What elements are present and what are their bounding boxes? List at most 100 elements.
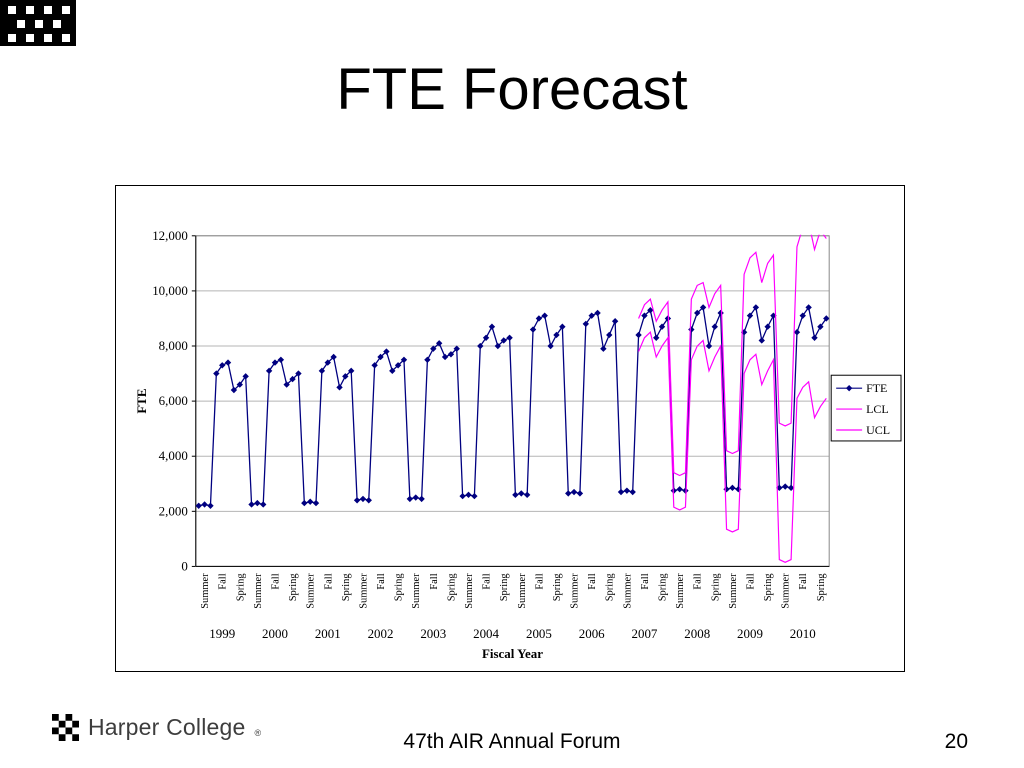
fte-marker bbox=[324, 359, 331, 366]
term-label: Summer bbox=[411, 573, 422, 609]
fte-marker bbox=[576, 490, 584, 497]
harper-logo: Harper College ® bbox=[52, 714, 261, 741]
y-axis-title: FTE bbox=[134, 389, 149, 414]
year-label: 2008 bbox=[684, 626, 710, 641]
series-ucl-line bbox=[638, 234, 827, 477]
legend-label-fte: FTE bbox=[866, 381, 887, 395]
term-label: Fall bbox=[587, 573, 598, 589]
legend-label-ucl: UCL bbox=[866, 423, 890, 437]
fte-marker bbox=[805, 304, 812, 311]
fte-marker bbox=[752, 304, 760, 311]
y-tick-label: 2,000 bbox=[159, 503, 188, 518]
fte-marker bbox=[400, 356, 408, 363]
term-label: Fall bbox=[693, 573, 704, 589]
harper-logo-text: Harper College bbox=[88, 714, 246, 740]
year-label: 2002 bbox=[368, 626, 394, 641]
term-label: Fall bbox=[270, 573, 281, 589]
year-label: 2009 bbox=[737, 626, 763, 641]
fte-marker bbox=[195, 502, 202, 509]
fte-marker bbox=[383, 348, 390, 355]
term-label: Spring bbox=[235, 573, 246, 602]
fte-marker bbox=[823, 315, 830, 322]
fte-marker bbox=[817, 323, 824, 330]
y-tick-label: 4,000 bbox=[159, 448, 188, 463]
page-title: FTE Forecast bbox=[336, 57, 688, 122]
term-label: Fall bbox=[745, 573, 756, 589]
fte-marker bbox=[629, 488, 636, 496]
fte-marker bbox=[260, 501, 267, 508]
fte-marker bbox=[394, 362, 402, 369]
fte-marker bbox=[746, 312, 754, 319]
term-label: Spring bbox=[394, 573, 405, 602]
series-fte-line bbox=[198, 305, 827, 507]
fte-marker bbox=[459, 493, 466, 500]
fte-marker bbox=[277, 356, 285, 363]
term-label: Fall bbox=[218, 573, 229, 589]
term-label: Summer bbox=[200, 573, 211, 609]
term-label: Fall bbox=[429, 573, 440, 589]
fte-marker bbox=[248, 501, 255, 508]
fte-marker bbox=[694, 309, 701, 317]
fte-marker bbox=[301, 499, 308, 507]
fte-marker bbox=[512, 491, 519, 499]
fte-marker bbox=[219, 362, 226, 369]
fte-marker bbox=[236, 381, 243, 388]
fte-marker bbox=[611, 318, 619, 325]
fte-marker bbox=[453, 345, 460, 352]
year-label: 2005 bbox=[526, 626, 552, 641]
term-label: Summer bbox=[781, 573, 792, 609]
fte-marker bbox=[488, 323, 496, 330]
fte-marker bbox=[647, 307, 654, 314]
year-label: 2007 bbox=[632, 626, 658, 641]
fte-chart: 0 2,000 4,000 6,000 8,000 10,000 12,000 Summer F… bbox=[134, 228, 902, 661]
fte-marker bbox=[570, 488, 578, 496]
term-label: Fall bbox=[376, 573, 387, 589]
term-label: Spring bbox=[288, 573, 299, 602]
fte-marker bbox=[477, 342, 484, 350]
year-label: 2000 bbox=[262, 626, 288, 641]
term-label: Spring bbox=[341, 573, 352, 602]
fte-marker bbox=[735, 486, 742, 493]
fte-marker bbox=[688, 326, 695, 333]
fte-marker bbox=[699, 304, 707, 311]
page-number: 20 bbox=[944, 730, 968, 753]
term-label: Summer bbox=[517, 573, 528, 609]
fte-marker bbox=[594, 309, 601, 317]
term-label: Summer bbox=[306, 573, 317, 609]
term-label: Spring bbox=[710, 573, 721, 602]
fte-marker bbox=[588, 312, 595, 319]
fte-marker bbox=[389, 367, 396, 375]
fte-marker bbox=[424, 356, 431, 363]
fte-marker bbox=[271, 359, 279, 366]
term-label: Summer bbox=[622, 573, 633, 609]
fte-marker bbox=[729, 484, 736, 492]
term-label: Spring bbox=[446, 573, 457, 602]
y-tick-label: 0 bbox=[181, 558, 187, 573]
fte-marker bbox=[406, 495, 414, 503]
fte-marker bbox=[676, 486, 683, 493]
y-tick-label: 8,000 bbox=[159, 338, 188, 353]
fte-marker bbox=[523, 491, 531, 499]
term-label: Summer bbox=[728, 573, 739, 609]
fte-marker bbox=[770, 312, 777, 319]
year-label: 2006 bbox=[579, 626, 605, 641]
x-axis-title: Fiscal Year bbox=[482, 646, 543, 661]
fte-marker bbox=[283, 381, 290, 388]
fte-marker bbox=[582, 320, 589, 328]
series-lcl-line bbox=[638, 331, 827, 564]
fte-marker bbox=[353, 497, 361, 504]
fte-marker bbox=[289, 375, 296, 383]
fte-marker bbox=[336, 384, 343, 391]
fte-marker bbox=[635, 331, 642, 339]
fte-marker bbox=[307, 498, 314, 505]
y-tick-label: 10,000 bbox=[152, 283, 188, 298]
fte-marker bbox=[242, 373, 249, 380]
fte-marker bbox=[653, 334, 660, 341]
fte-marker bbox=[224, 359, 232, 366]
fte-marker bbox=[565, 490, 572, 497]
fte-marker bbox=[471, 493, 478, 500]
year-label: 2004 bbox=[473, 626, 499, 641]
fte-marker bbox=[207, 502, 214, 509]
fte-marker bbox=[295, 370, 302, 377]
